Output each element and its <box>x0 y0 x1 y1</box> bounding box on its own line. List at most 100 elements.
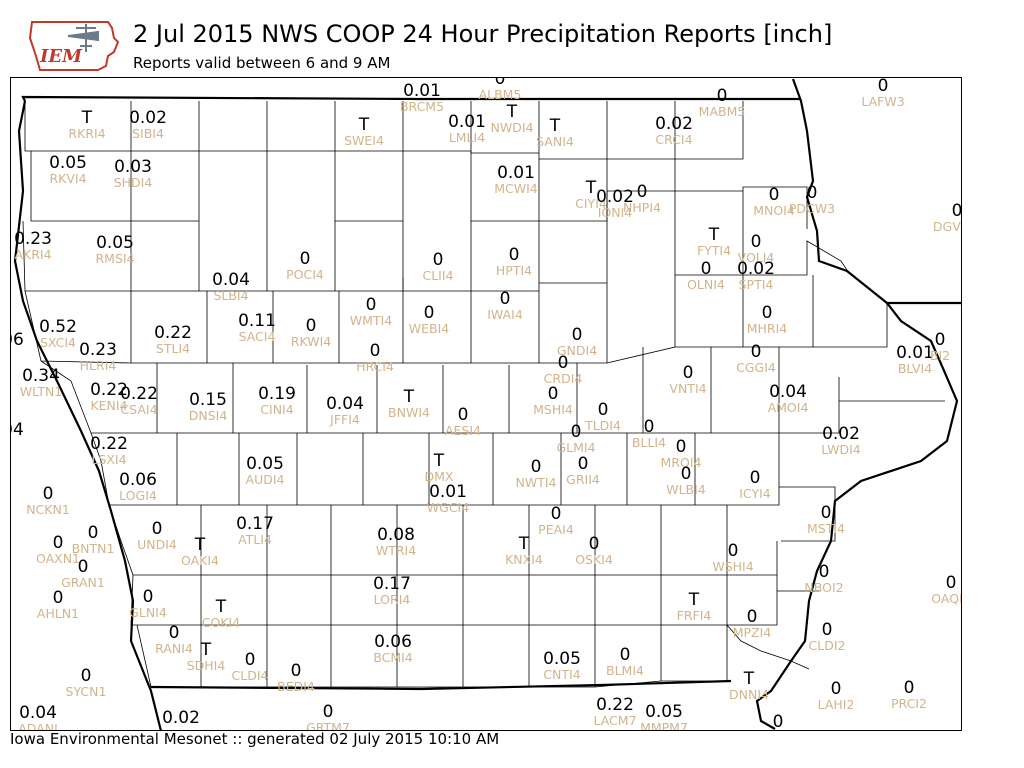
station-id: LORI4 <box>374 592 411 607</box>
station-id: STLI4 <box>156 341 190 356</box>
station-value: 0 <box>681 464 692 484</box>
station-id: WEBI4 <box>409 321 450 336</box>
station-id: BCMI4 <box>373 650 413 665</box>
station-value: 0 <box>952 201 962 221</box>
station-id: BLLI4 <box>632 435 666 450</box>
station-value: 0 <box>53 588 64 608</box>
station-value: 0 <box>578 454 589 474</box>
station-id: MABM5 <box>699 104 746 119</box>
station-id: MSTI4 <box>807 521 845 536</box>
station-id: OLNI4 <box>687 277 725 292</box>
station-value: 0 <box>571 422 582 442</box>
station-id: BLVI4 <box>898 361 932 376</box>
station-value: T <box>585 178 597 198</box>
station-value: 0 <box>143 587 154 607</box>
station-id: MHRI4 <box>747 321 788 336</box>
station-id: HLRI4 <box>80 358 117 373</box>
station-id: CSAI4 <box>120 402 157 417</box>
station-id: NWTI4 <box>516 475 557 490</box>
station-id: RKVI4 <box>49 171 86 186</box>
station-id: WMTI4 <box>350 313 392 328</box>
station-id: DNNI4 <box>729 687 769 702</box>
station-value: T <box>708 225 720 245</box>
station-value: 0 <box>819 562 830 582</box>
footer-credit: Iowa Environmental Mesonet :: generated … <box>10 730 500 748</box>
station-id: FYTI4 <box>697 243 731 258</box>
station-value: T <box>506 102 518 122</box>
station-value: 0 <box>152 519 163 539</box>
station-value: 0.52 <box>39 317 77 337</box>
station-id: ADANI <box>18 721 58 731</box>
station-id: PEAI4 <box>538 522 574 537</box>
station-value: 0 <box>572 325 583 345</box>
station-value: 0.01 <box>896 343 934 363</box>
station-id: BNTN1 <box>72 541 115 556</box>
station-value: 0 <box>88 523 99 543</box>
station-id: LAHI2 <box>818 697 855 712</box>
station-id: NHPI4 <box>623 200 661 215</box>
station-value: 0.02 <box>737 259 775 279</box>
station-id: MRQI4 <box>661 455 702 470</box>
station-id: VOLI4 <box>738 250 775 265</box>
station-id: DNSI4 <box>189 408 228 423</box>
station-value: 0.02 <box>162 708 200 728</box>
station-value: 0 <box>717 86 728 106</box>
page-title: 2 Jul 2015 NWS COOP 24 Hour Precipitatio… <box>133 20 833 48</box>
station-value: 0 <box>728 541 739 561</box>
station-w06: 06 <box>11 330 24 350</box>
station-value: 0.19 <box>258 384 296 404</box>
station-value: T <box>215 597 227 617</box>
station-id: SANI4 <box>536 134 574 149</box>
station-id: MPZI4 <box>733 625 772 640</box>
station-value: 0.11 <box>238 311 276 331</box>
station-value: 0.06 <box>119 470 157 490</box>
station-id: MMPM7 <box>640 720 688 731</box>
station-value: T <box>200 640 212 660</box>
station-value: 0.03 <box>114 157 152 177</box>
station-id: GLNI4 <box>129 605 167 620</box>
station-value: 0 <box>831 679 842 699</box>
station-value: 0 <box>551 504 562 524</box>
station-id: WLTN1 <box>20 384 63 399</box>
station-value: 0.05 <box>246 454 284 474</box>
station-value: 0.23 <box>14 229 52 249</box>
station-id: CIYI4 <box>575 196 607 211</box>
station-id: CINI4 <box>260 402 293 417</box>
station-value: 0 <box>762 303 773 323</box>
station-value: 0 <box>548 384 559 404</box>
station-id: AMOI4 <box>768 400 809 415</box>
station-value: 0 <box>821 503 832 523</box>
station-value: 0 <box>751 232 762 252</box>
station-value: 0.02 <box>129 108 167 128</box>
station-id: KNXI4 <box>505 552 543 567</box>
station-id: LMLI4 <box>449 130 485 145</box>
station-value: 0 <box>558 353 569 373</box>
